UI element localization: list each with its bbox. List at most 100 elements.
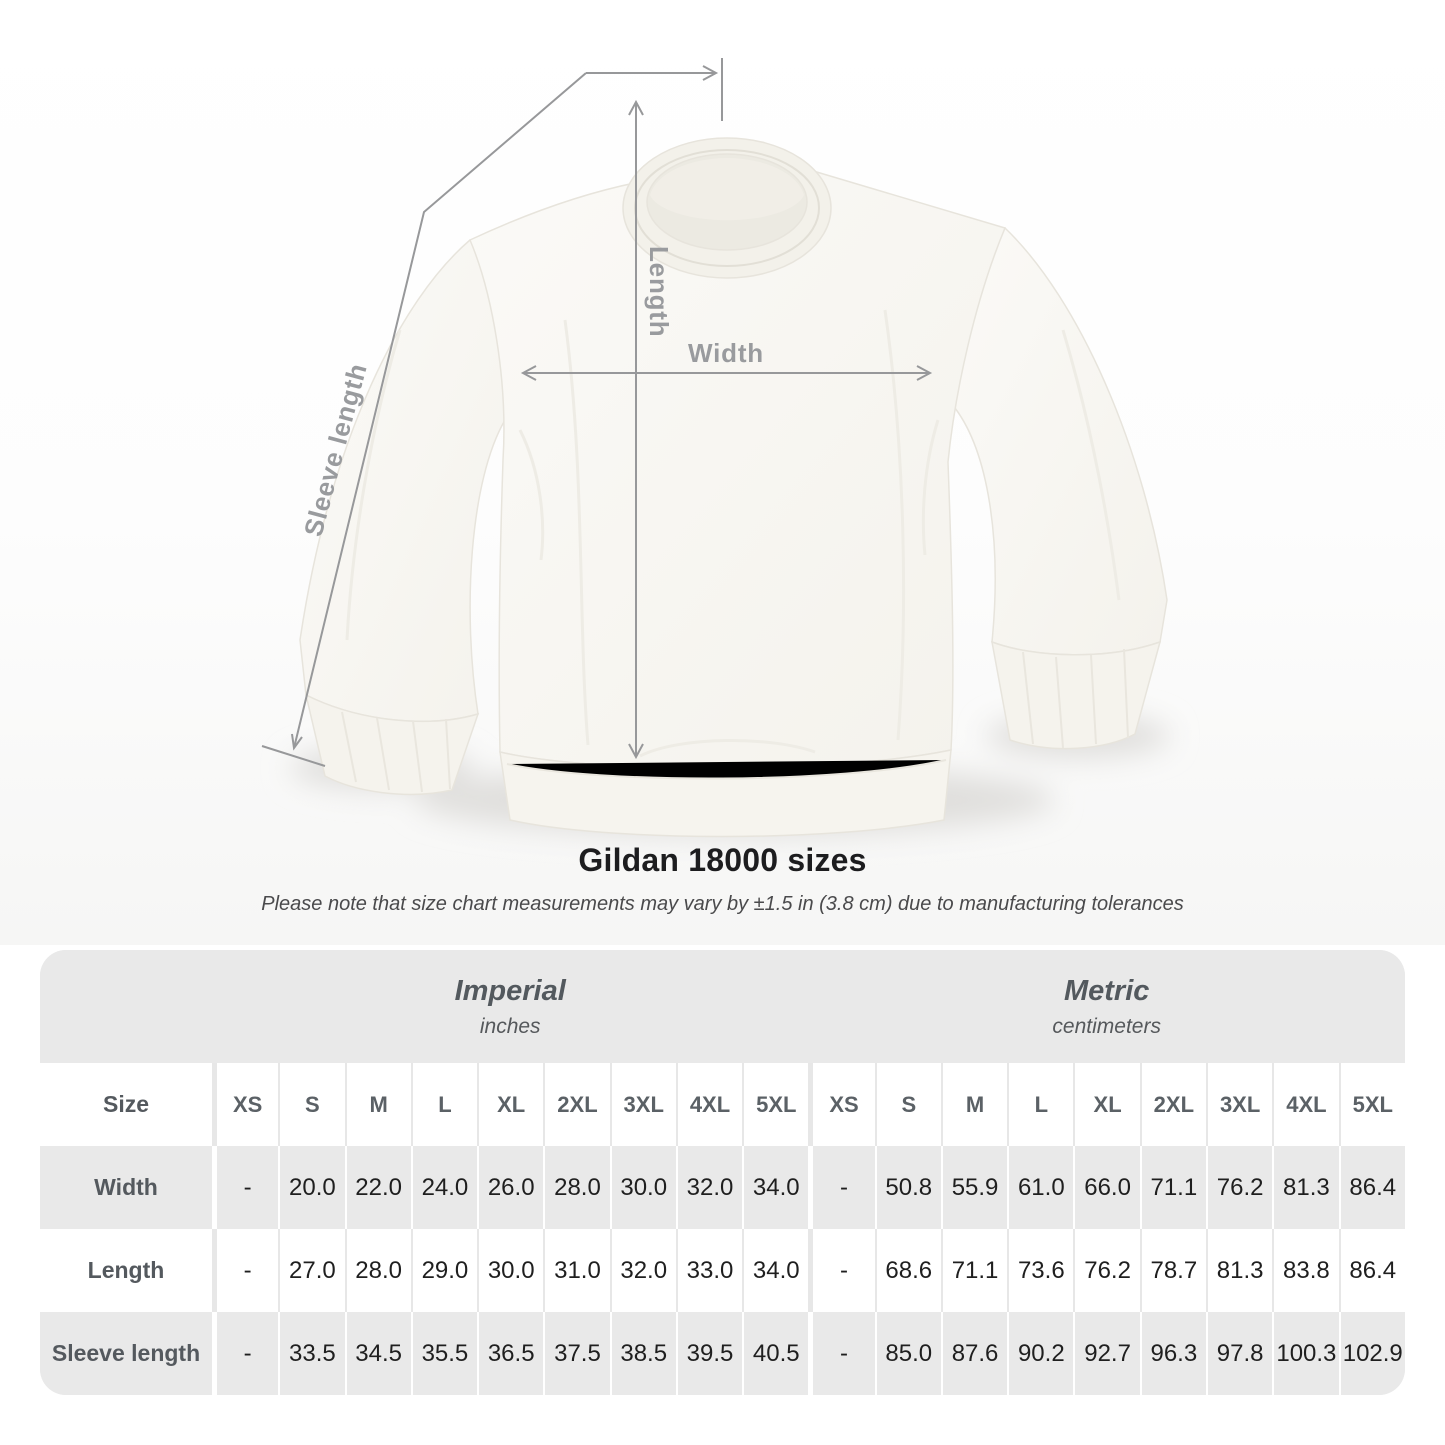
value-cell: -: [212, 1229, 279, 1312]
value-cell: 28.0: [543, 1146, 610, 1229]
value-cell: 34.0: [742, 1146, 809, 1229]
value-cell: 71.1: [940, 1229, 1008, 1312]
size-cell: 5XL: [742, 1063, 809, 1146]
size-cell: 3XL: [609, 1063, 676, 1146]
value-cell: -: [808, 1229, 875, 1312]
value-cell: 20.0: [278, 1146, 345, 1229]
size-cell: 5XL: [1338, 1063, 1405, 1146]
size-cell: 4XL: [675, 1063, 743, 1146]
length-arrow-top: [628, 99, 644, 116]
size-cell: XS: [212, 1063, 279, 1146]
value-cell: 39.5: [675, 1312, 743, 1395]
metric-group-header: Metric centimeters: [808, 950, 1405, 1063]
imperial-title: Imperial: [454, 974, 566, 1007]
value-cell: 97.8: [1205, 1312, 1273, 1395]
sweatshirt-illustration: [299, 137, 1168, 838]
imperial-group-header: Imperial inches: [212, 950, 809, 1063]
row-label: Width: [40, 1146, 212, 1229]
value-cell: 32.0: [609, 1229, 676, 1312]
value-cell: 32.0: [675, 1146, 743, 1229]
size-header-label: Size: [40, 1063, 212, 1146]
imperial-subtitle: inches: [479, 1014, 541, 1038]
value-cell: 27.0: [278, 1229, 345, 1312]
sleeve-end-arrow: [291, 733, 303, 751]
length-row: Length - 27.0 28.0 29.0 30.0 31.0 32.0 3…: [40, 1229, 1405, 1312]
value-cell: 31.0: [543, 1229, 610, 1312]
value-cell: 55.9: [940, 1146, 1008, 1229]
tolerance-note: Please note that size chart measurements…: [261, 893, 1184, 915]
value-cell: 34.5: [344, 1312, 411, 1395]
value-cell: 35.5: [410, 1312, 478, 1395]
value-cell: -: [808, 1146, 875, 1229]
band-corner: [40, 950, 212, 1063]
value-cell: 73.6: [1007, 1229, 1074, 1312]
value-cell: 102.9: [1338, 1312, 1405, 1395]
value-cell: 37.5: [543, 1312, 610, 1395]
size-cell: XL: [1073, 1063, 1140, 1146]
value-cell: -: [212, 1312, 279, 1395]
size-cell: XS: [808, 1063, 875, 1146]
length-measure-label: Length: [644, 246, 674, 337]
value-cell: 68.6: [874, 1229, 941, 1312]
row-label: Sleeve length: [40, 1312, 212, 1395]
value-cell: 30.0: [609, 1146, 676, 1229]
value-cell: 38.5: [609, 1312, 676, 1395]
value-cell: 28.0: [344, 1229, 411, 1312]
left-cuff: [304, 693, 480, 796]
value-cell: 24.0: [410, 1146, 478, 1229]
cuff-tick: [261, 745, 326, 767]
value-cell: 29.0: [410, 1229, 478, 1312]
metric-title: Metric: [1063, 974, 1150, 1007]
sweatshirt-diagram: Length Width Sleeve length: [261, 58, 1170, 838]
value-cell: 30.0: [477, 1229, 544, 1312]
row-label: Length: [40, 1229, 212, 1312]
right-cuff: [991, 640, 1162, 750]
size-cell: 2XL: [1139, 1063, 1206, 1146]
value-cell: -: [212, 1146, 279, 1229]
unit-band-row: Imperial inches Metric centimeters: [40, 950, 1405, 1063]
size-cell: 4XL: [1272, 1063, 1339, 1146]
size-cell: M: [940, 1063, 1008, 1146]
sleeve-lead-arrow: [702, 65, 719, 81]
value-cell: 83.8: [1272, 1229, 1339, 1312]
width-arrow-left: [520, 365, 537, 381]
value-cell: 22.0: [344, 1146, 411, 1229]
value-cell: 66.0: [1073, 1146, 1140, 1229]
sleeve-length-row: Sleeve length - 33.5 34.5 35.5 36.5 37.5…: [40, 1312, 1405, 1395]
size-cell: M: [344, 1063, 411, 1146]
cuff-ribs: [341, 648, 1129, 793]
value-cell: 61.0: [1007, 1146, 1074, 1229]
value-cell: 86.4: [1338, 1146, 1405, 1229]
value-cell: 96.3: [1139, 1312, 1206, 1395]
width-arrow-right: [916, 365, 933, 381]
value-cell: 100.3: [1272, 1312, 1339, 1395]
size-cell: S: [278, 1063, 345, 1146]
value-cell: 33.0: [675, 1229, 743, 1312]
metric-subtitle: centimeters: [1052, 1014, 1161, 1038]
sleeve-line: [293, 72, 587, 749]
page-title: Gildan 18000 sizes: [578, 842, 867, 878]
collar-inner-back: [650, 158, 804, 221]
value-cell: 92.7: [1073, 1312, 1140, 1395]
size-table-card: Imperial inches Metric centimeters Size …: [40, 950, 1405, 1395]
value-cell: 81.3: [1272, 1146, 1339, 1229]
value-cell: 36.5: [477, 1312, 544, 1395]
value-cell: 86.4: [1338, 1229, 1405, 1312]
value-cell: 33.5: [278, 1312, 345, 1395]
value-cell: 87.6: [940, 1312, 1008, 1395]
size-table: Imperial inches Metric centimeters Size …: [40, 950, 1405, 1395]
size-cell: XL: [477, 1063, 544, 1146]
value-cell: 50.8: [874, 1146, 941, 1229]
value-cell: 40.5: [742, 1312, 809, 1395]
length-arrow-bottom: [628, 743, 644, 760]
value-cell: 81.3: [1205, 1229, 1273, 1312]
size-cell: L: [1007, 1063, 1074, 1146]
value-cell: 26.0: [477, 1146, 544, 1229]
size-header-row: Size XS S M L XL 2XL 3XL 4XL 5XL XS S M …: [40, 1063, 1405, 1146]
value-cell: -: [808, 1312, 875, 1395]
size-cell: L: [410, 1063, 478, 1146]
width-row: Width - 20.0 22.0 24.0 26.0 28.0 30.0 32…: [40, 1146, 1405, 1229]
fabric-creases: [345, 309, 1121, 758]
size-cell: 2XL: [543, 1063, 610, 1146]
